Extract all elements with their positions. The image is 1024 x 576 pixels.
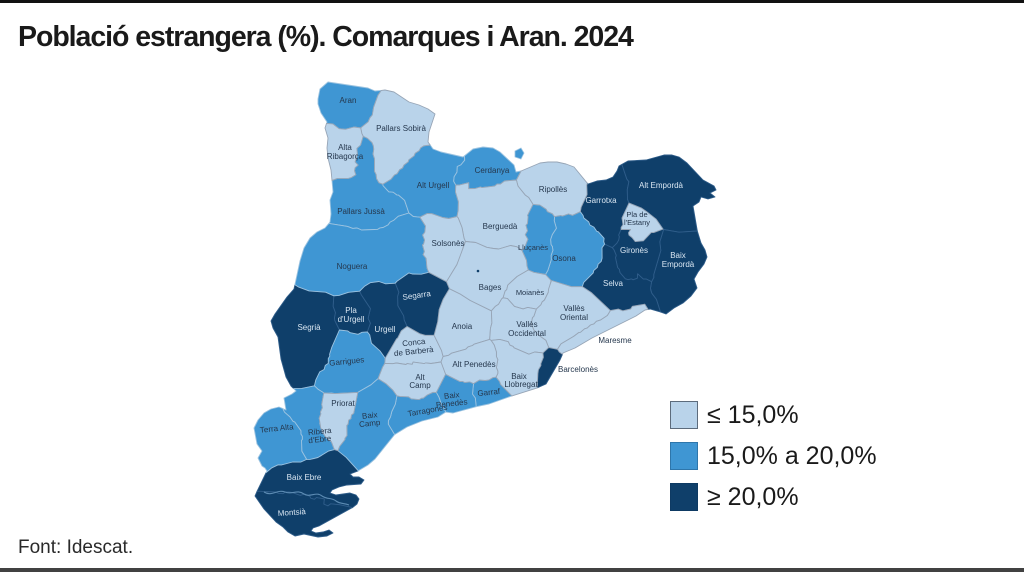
svg-text:Ribera: Ribera — [308, 426, 333, 437]
svg-text:Montsià: Montsià — [278, 507, 307, 518]
svg-text:Vallès: Vallès — [563, 304, 584, 313]
svg-text:l'Estany: l'Estany — [624, 218, 650, 227]
svg-text:Llobregat: Llobregat — [504, 380, 538, 389]
svg-text:Pallars Sobirà: Pallars Sobirà — [376, 124, 426, 133]
svg-text:Moianès: Moianès — [516, 288, 545, 297]
svg-text:Alt Penedès: Alt Penedès — [452, 360, 495, 369]
svg-text:Urgell: Urgell — [375, 325, 396, 334]
svg-text:Priorat: Priorat — [331, 399, 355, 408]
svg-text:Pallars Jussà: Pallars Jussà — [337, 207, 385, 216]
svg-text:Noguera: Noguera — [337, 262, 368, 271]
svg-text:Baix: Baix — [670, 251, 686, 260]
svg-text:Berguedà: Berguedà — [483, 222, 518, 231]
svg-text:Bages: Bages — [479, 283, 502, 292]
svg-text:Garrigues: Garrigues — [329, 355, 365, 368]
svg-text:Pla: Pla — [345, 306, 357, 315]
svg-text:Ribagorça: Ribagorça — [327, 152, 364, 161]
svg-text:Pla de: Pla de — [626, 210, 647, 219]
svg-text:Oriental: Oriental — [560, 313, 588, 322]
svg-text:Camp: Camp — [359, 418, 382, 429]
svg-text:Alt: Alt — [415, 373, 425, 382]
svg-text:Aran: Aran — [340, 96, 357, 105]
svg-text:Garraf: Garraf — [477, 387, 501, 398]
svg-text:Segarra: Segarra — [402, 289, 432, 302]
svg-text:Selva: Selva — [603, 279, 624, 288]
svg-text:Vallès: Vallès — [516, 320, 537, 329]
svg-text:Alt Empordà: Alt Empordà — [639, 181, 684, 190]
svg-text:d'Urgell: d'Urgell — [338, 315, 365, 324]
svg-text:Anoia: Anoia — [452, 322, 473, 331]
svg-text:d'Ebre: d'Ebre — [308, 434, 332, 445]
svg-text:Penedès: Penedès — [436, 397, 468, 409]
svg-text:Baix: Baix — [511, 372, 527, 381]
svg-text:Barcelonès: Barcelonès — [558, 365, 598, 374]
svg-text:Conca: Conca — [402, 337, 426, 348]
svg-text:Alta: Alta — [338, 143, 352, 152]
svg-text:Baix: Baix — [362, 410, 378, 421]
svg-text:Baix Ebre: Baix Ebre — [287, 473, 322, 482]
svg-text:Osona: Osona — [552, 254, 576, 263]
svg-text:Cerdanya: Cerdanya — [475, 166, 510, 175]
svg-text:Empordà: Empordà — [662, 260, 695, 269]
svg-text:Garrotxa: Garrotxa — [585, 196, 617, 205]
svg-text:Alt Urgell: Alt Urgell — [417, 181, 450, 190]
svg-text:Gironès: Gironès — [620, 246, 648, 255]
svg-text:Baix: Baix — [444, 390, 460, 401]
svg-text:Camp: Camp — [409, 381, 431, 390]
svg-text:Maresme: Maresme — [598, 336, 632, 345]
svg-text:Ripollès: Ripollès — [539, 185, 567, 194]
svg-text:Lluçanès: Lluçanès — [518, 243, 548, 252]
svg-text:Segrià: Segrià — [297, 323, 321, 332]
svg-text:de Barberà: de Barberà — [394, 345, 435, 358]
svg-text:Occidental: Occidental — [508, 329, 546, 338]
svg-text:Terra Alta: Terra Alta — [259, 422, 294, 435]
svg-text:Solsonès: Solsonès — [432, 239, 465, 248]
